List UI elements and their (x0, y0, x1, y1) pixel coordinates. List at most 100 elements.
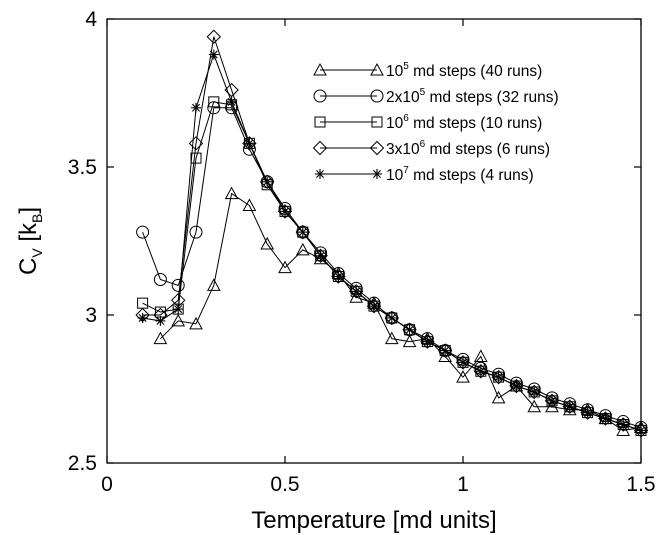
y-tick-label: 3.5 (68, 156, 97, 179)
data-point (422, 336, 433, 347)
y-axis-label: CV [kB] (15, 207, 45, 275)
legend-entry-2: 2x105 md steps (32 runs) (313, 87, 559, 106)
legend-label: 3x106 md steps (6 runs) (386, 139, 550, 158)
data-point (580, 405, 595, 420)
data-point (440, 345, 451, 356)
data-point (636, 425, 646, 436)
data-point (527, 399, 542, 413)
x-tick-label: 1 (457, 473, 469, 496)
legend-marker (312, 140, 328, 156)
data-point (511, 381, 522, 392)
data-point (259, 174, 275, 190)
data-point (277, 204, 293, 219)
data-point (137, 312, 148, 323)
axis-labels: Temperature [md units] CV [kB] (15, 207, 497, 534)
data-point (295, 242, 310, 256)
data-point (190, 152, 202, 164)
y-tick-label: 4 (85, 8, 97, 31)
data-point (242, 198, 257, 211)
data-point (456, 370, 470, 383)
data-point (351, 286, 362, 297)
x-axis-label: Temperature [md units] (251, 507, 496, 534)
data-point (529, 386, 540, 397)
x-tick-label: 0 (101, 473, 113, 496)
data-point (366, 298, 382, 314)
data-point (458, 357, 468, 368)
legend-marker (314, 116, 326, 128)
data-point (208, 49, 219, 60)
legend-label: 105 md steps (40 runs) (386, 61, 542, 80)
data-point (562, 399, 578, 414)
legend-marker (313, 62, 327, 76)
data-point (278, 260, 292, 274)
data-point (173, 304, 184, 315)
series-line (160, 192, 642, 431)
data-point (615, 417, 631, 432)
data-point (153, 272, 167, 286)
data-point (136, 225, 150, 239)
legend-marker (369, 140, 385, 156)
data-point (189, 225, 203, 239)
data-point (188, 136, 204, 151)
legend-entry-4: 3x106 md steps (6 runs) (312, 139, 550, 158)
data-point (262, 176, 273, 187)
data-point (333, 271, 344, 282)
plot-area (106, 18, 642, 464)
data-point (226, 96, 237, 107)
data-point (206, 29, 222, 44)
data-point (224, 82, 239, 98)
data-point (280, 206, 290, 217)
legend: 105 md steps (40 runs) 2x105 md steps (32… (312, 61, 559, 184)
data-point (526, 384, 542, 400)
data-series (135, 29, 649, 438)
data-point (618, 419, 629, 430)
data-point (348, 284, 364, 299)
x-tick-label: 0.5 (270, 473, 299, 496)
plot-frame (106, 18, 642, 464)
data-point (224, 186, 239, 200)
data-point (491, 369, 506, 385)
data-point (189, 316, 203, 330)
legend-label: 107 md steps (4 runs) (386, 165, 534, 184)
data-point (295, 224, 311, 240)
legend-marker (370, 62, 384, 76)
data-point (297, 227, 308, 238)
data-point (493, 372, 504, 383)
legend-entry-1: 105 md steps (40 runs) (313, 61, 542, 80)
data-point (404, 324, 415, 335)
data-point (633, 423, 649, 438)
axis-ticks: 0 0.5 1 1.5 2.5 3 3.5 4 (68, 8, 656, 496)
data-point (473, 349, 488, 362)
data-point (600, 413, 611, 424)
legend-marker (315, 169, 325, 179)
data-point (260, 236, 275, 250)
data-point (420, 334, 435, 349)
series-5 (137, 49, 646, 436)
data-point (402, 322, 417, 338)
legend-entry-3: 106 md steps (10 runs) (314, 113, 542, 132)
data-point (582, 407, 593, 418)
legend-label: 106 md steps (10 runs) (386, 113, 542, 132)
data-point (171, 278, 185, 292)
y-tick-label: 2.5 (68, 452, 97, 475)
data-point (206, 278, 221, 291)
data-point (547, 395, 557, 406)
legend-marker (313, 89, 327, 103)
data-point (491, 390, 506, 404)
data-point (564, 401, 575, 412)
data-point (402, 334, 417, 348)
data-point (475, 366, 486, 377)
data-point (315, 250, 326, 261)
data-point (331, 269, 346, 284)
y-tick-label: 3 (85, 304, 97, 327)
legend-label: 2x105 md steps (32 runs) (386, 87, 559, 106)
data-point (242, 136, 257, 151)
legend-entry-5: 107 md steps (4 runs) (315, 165, 534, 184)
data-point (598, 411, 613, 426)
legend-marker (372, 169, 382, 179)
x-tick-label: 1.5 (626, 473, 655, 496)
legend-marker (371, 116, 383, 128)
data-point (244, 138, 255, 149)
data-point (191, 102, 201, 113)
